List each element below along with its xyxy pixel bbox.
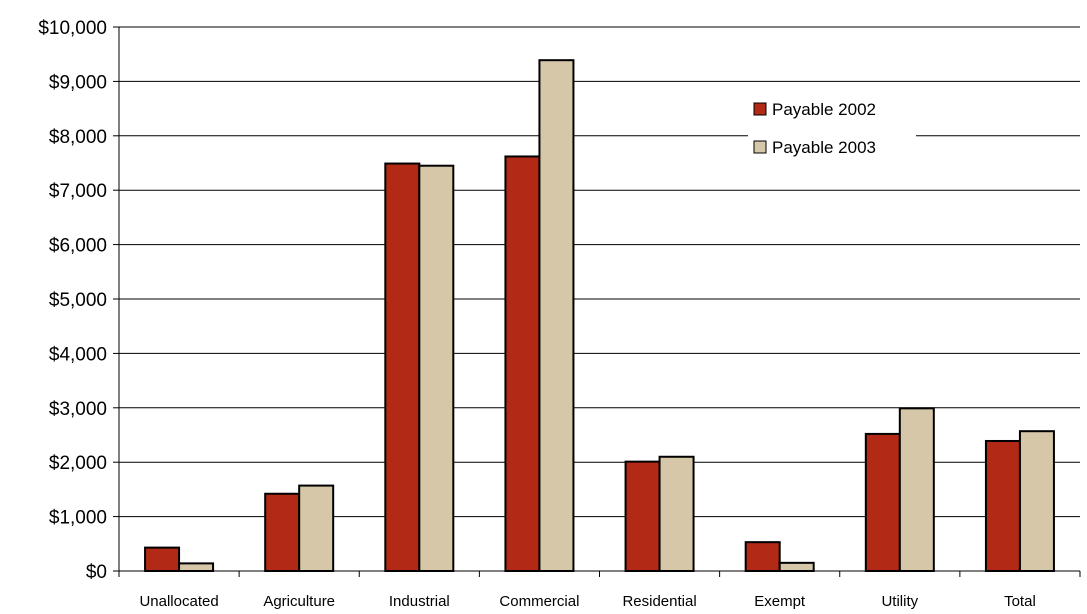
y-tick-label: $0 xyxy=(86,562,107,583)
x-tick-label: Commercial xyxy=(499,593,579,610)
bar-unallocated-payable-2003 xyxy=(178,562,215,572)
y-tick-label: $6,000 xyxy=(49,236,107,257)
x-tick-label: Total xyxy=(1004,593,1036,610)
bar-residential-payable-2002 xyxy=(624,460,661,573)
bars xyxy=(144,59,1055,573)
bar-exempt-payable-2002 xyxy=(744,541,781,573)
x-tick-label: Exempt xyxy=(754,593,806,610)
legend: Payable 2002 Payable 2003 xyxy=(748,97,916,170)
bar-total-payable-2003 xyxy=(1018,430,1055,572)
legend-swatch-payable-2003 xyxy=(753,140,767,154)
y-tick-label: $10,000 xyxy=(38,18,107,39)
y-tick-label: $2,000 xyxy=(49,453,107,474)
bar-commercial-payable-2002 xyxy=(504,155,541,573)
bar-exempt-payable-2003 xyxy=(778,561,815,573)
y-tick-label: $1,000 xyxy=(49,508,107,529)
x-tick-label: Residential xyxy=(622,593,696,610)
legend-label-payable-2002: Payable 2002 xyxy=(772,100,876,119)
gridlines xyxy=(119,26,1080,518)
legend-swatch-payable-2002 xyxy=(753,102,767,116)
bar-residential-payable-2003 xyxy=(658,455,695,573)
x-tick-label: Utility xyxy=(881,593,918,610)
x-axis: Unallocated Agriculture Industrial Commerci… xyxy=(118,570,1081,610)
legend-background xyxy=(748,97,916,170)
y-tick-label: $5,000 xyxy=(49,290,107,311)
y-tick-label: $3,000 xyxy=(49,399,107,420)
y-axis: $0 $1,000 $2,000 $3,000 $4,000 $5,000 $6,000 $7… xyxy=(38,18,120,583)
bar-agriculture-payable-2003 xyxy=(298,484,335,573)
bar-commercial-payable-2003 xyxy=(538,59,575,573)
bar-unallocated-payable-2002 xyxy=(144,546,181,572)
bar-total-payable-2002 xyxy=(984,439,1021,573)
bar-utility-payable-2002 xyxy=(864,432,901,572)
x-tick-label: Unallocated xyxy=(139,593,218,610)
bar-industrial-payable-2002 xyxy=(384,162,421,572)
bar-utility-payable-2003 xyxy=(898,407,935,572)
legend-label-payable-2003: Payable 2003 xyxy=(772,138,876,157)
y-tick-label: $9,000 xyxy=(49,72,107,93)
y-tick-label: $4,000 xyxy=(49,344,107,365)
bar-agriculture-payable-2002 xyxy=(264,492,301,573)
bar-industrial-payable-2003 xyxy=(418,164,455,572)
y-tick-label: $8,000 xyxy=(49,127,107,148)
y-tick-label: $7,000 xyxy=(49,181,107,202)
x-tick-label: Agriculture xyxy=(263,593,335,610)
x-tick-label: Industrial xyxy=(389,593,450,610)
